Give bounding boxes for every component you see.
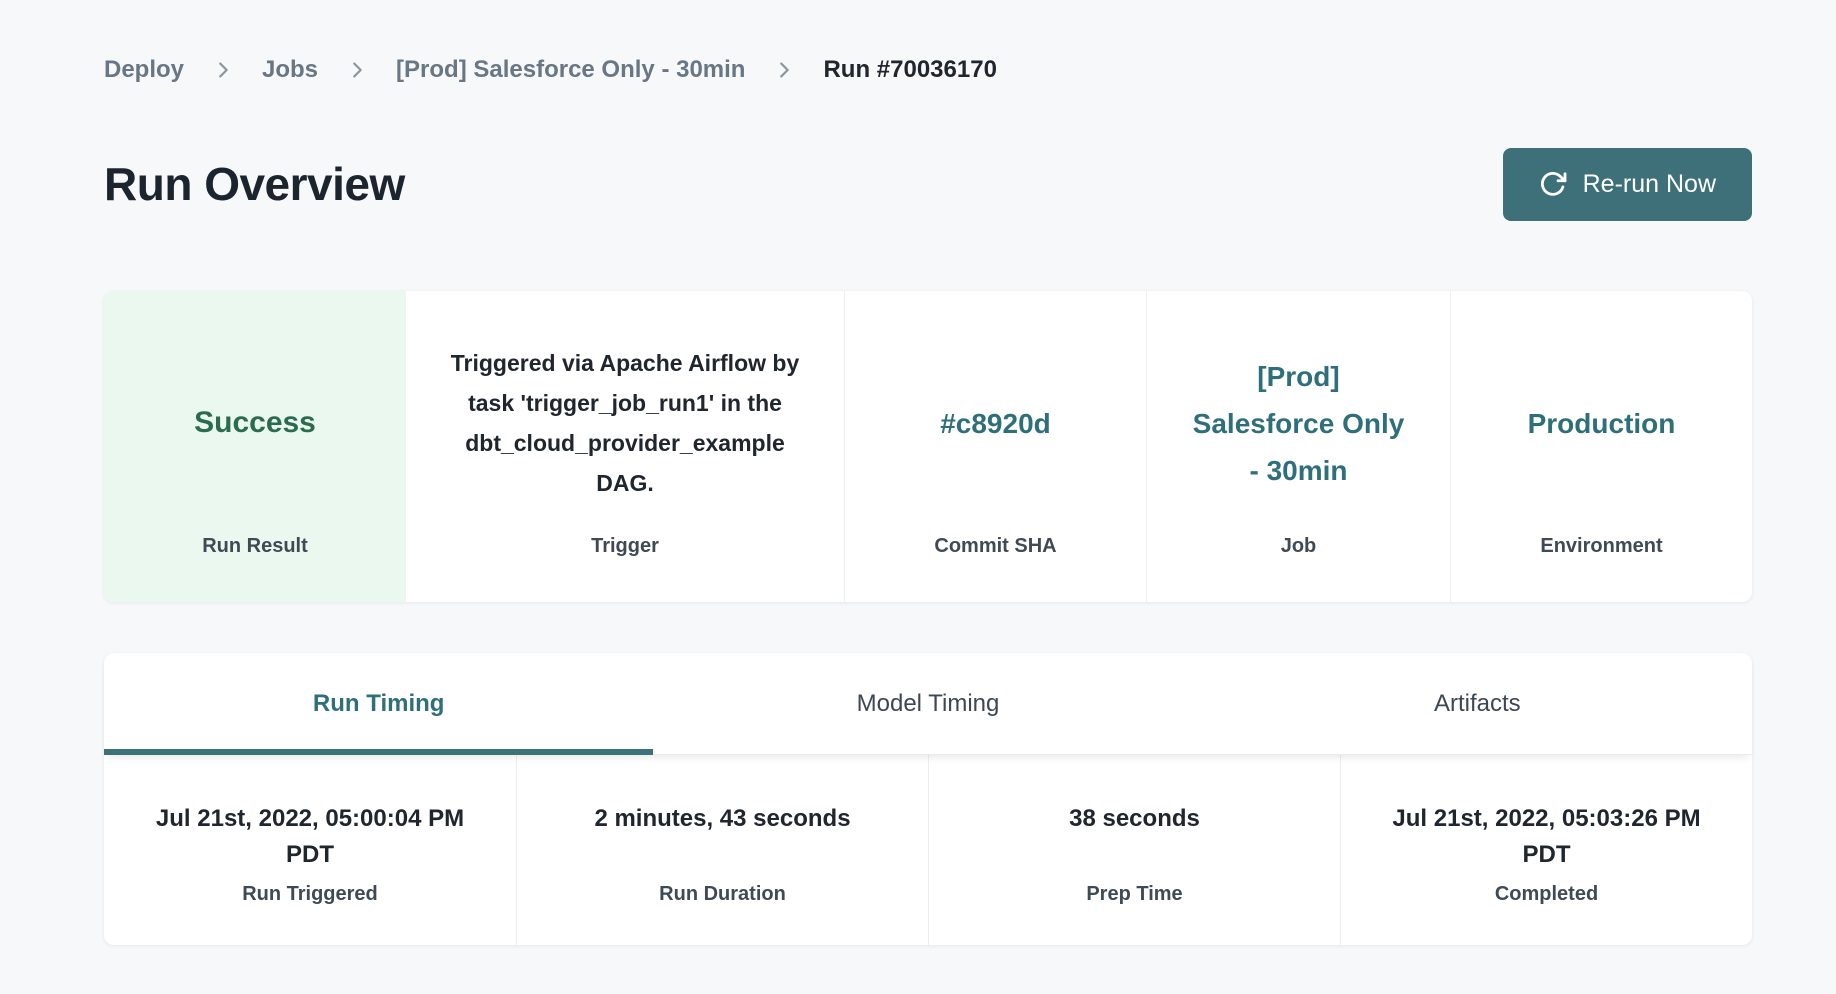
tab-model-timing[interactable]: Model Timing <box>856 689 1000 717</box>
run-triggered-value: Jul 21st, 2022, 05:00:04 PM PDT <box>155 805 465 868</box>
job-label: Job <box>1280 535 1317 557</box>
timing-detail-row: Jul 21st, 2022, 05:00:04 PM PDT Run Trig… <box>104 755 1752 945</box>
prep-time-value: 38 seconds <box>1069 805 1200 832</box>
trigger-label: Trigger <box>591 535 659 557</box>
refresh-cw-icon <box>1539 170 1567 198</box>
timing-cell-prep-time: 38 seconds Prep Time <box>928 755 1340 945</box>
run-triggered-label: Run Triggered <box>242 883 378 905</box>
job-link[interactable]: [Prod] Salesforce Only - 30min <box>1192 360 1405 486</box>
commit-sha-label: Commit SHA <box>934 535 1057 557</box>
summary-cell-run-result: Success Run Result <box>104 291 406 602</box>
chevron-right-icon <box>346 59 368 81</box>
summary-cell-environment: Production Environment <box>1450 291 1752 602</box>
tab-artifacts[interactable]: Artifacts <box>1433 689 1521 717</box>
chevron-right-icon <box>773 59 795 81</box>
tab-run-timing[interactable]: Run Timing <box>104 653 654 755</box>
run-duration-value: 2 minutes, 43 seconds <box>594 805 851 832</box>
page-title: Run Overview <box>104 158 405 210</box>
breadcrumb: Deploy Jobs [Prod] Salesforce Only - 30m… <box>104 55 1752 85</box>
run-summary-card: Success Run Result Triggered via Apache … <box>104 291 1752 602</box>
header-row: Run Overview Re-run Now <box>104 147 1752 221</box>
completed-label: Completed <box>1494 883 1599 905</box>
run-result-value: Success <box>194 406 316 439</box>
rerun-now-button-label: Re-run Now <box>1582 169 1716 198</box>
prep-time-label: Prep Time <box>1086 883 1183 905</box>
environment-label: Environment <box>1540 535 1663 557</box>
summary-cell-commit-sha: #c8920d Commit SHA <box>844 291 1146 602</box>
summary-cell-job: [Prod] Salesforce Only - 30min Job <box>1146 291 1450 602</box>
timing-cell-completed: Jul 21st, 2022, 05:03:26 PM PDT Complete… <box>1340 755 1752 945</box>
timing-cell-run-triggered: Jul 21st, 2022, 05:00:04 PM PDT Run Trig… <box>104 755 516 945</box>
environment-link[interactable]: Production <box>1527 407 1676 439</box>
run-result-label: Run Result <box>202 535 308 557</box>
rerun-now-button[interactable]: Re-run Now <box>1502 147 1752 221</box>
tab-bar: Run Timing Model Timing Artifacts <box>104 653 1752 755</box>
run-duration-label: Run Duration <box>659 883 786 905</box>
chevron-right-icon <box>212 59 234 81</box>
timing-cell-run-duration: 2 minutes, 43 seconds Run Duration <box>516 755 928 945</box>
breadcrumb-item-deploy[interactable]: Deploy <box>104 56 185 83</box>
breadcrumb-item-job-name[interactable]: [Prod] Salesforce Only - 30min <box>396 56 746 83</box>
summary-cell-trigger: Triggered via Apache Airflow by task 'tr… <box>406 291 844 602</box>
trigger-value: Triggered via Apache Airflow by task 'tr… <box>450 350 800 496</box>
breadcrumb-item-run-number: Run #70036170 <box>823 56 997 83</box>
breadcrumb-item-jobs[interactable]: Jobs <box>262 56 319 83</box>
completed-value: Jul 21st, 2022, 05:03:26 PM PDT <box>1392 805 1701 868</box>
commit-sha-link[interactable]: #c8920d <box>940 407 1051 439</box>
run-timing-card: Run Timing Model Timing Artifacts Jul 21… <box>104 653 1752 945</box>
